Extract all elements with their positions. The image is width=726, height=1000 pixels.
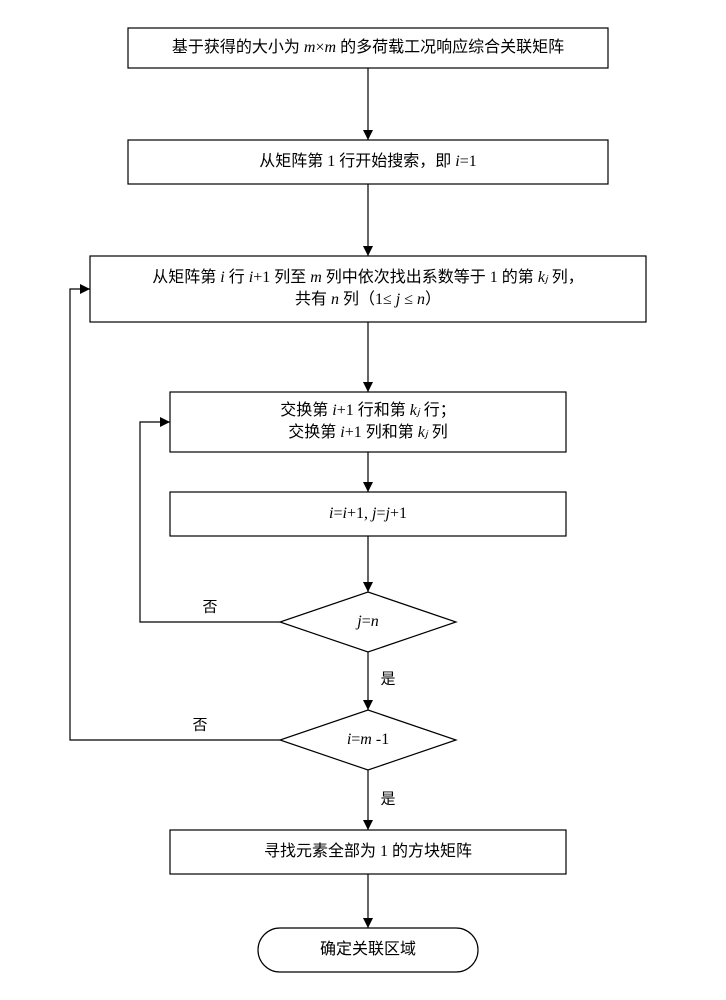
svg-text:寻找元素全部为 1 的方块矩阵: 寻找元素全部为 1 的方块矩阵 xyxy=(264,842,472,860)
svg-text:i=m -1: i=m -1 xyxy=(347,731,389,748)
svg-text:i=i+1, j=j+1: i=i+1, j=j+1 xyxy=(329,505,407,522)
flowchart: 是是否否基于获得的大小为 m×m 的多荷载工况响应综合关联矩阵从矩阵第 1 行开… xyxy=(0,0,726,1000)
svg-text:j=n: j=n xyxy=(355,613,378,630)
svg-text:共有 n 列（1≤ j ≤ n）: 共有 n 列（1≤ j ≤ n） xyxy=(295,290,441,308)
svg-text:确定关联区域: 确定关联区域 xyxy=(320,940,416,958)
svg-text:从矩阵第 i 行 i+1 列至 m 列中依次找出系数等于 1: 从矩阵第 i 行 i+1 列至 m 列中依次找出系数等于 1 的第 kⱼ 列， xyxy=(152,268,583,286)
svg-text:否: 否 xyxy=(192,717,207,733)
svg-text:是: 是 xyxy=(380,671,395,687)
svg-text:基于获得的大小为 m×m 的多荷载工况响应综合关联矩阵: 基于获得的大小为 m×m 的多荷载工况响应综合关联矩阵 xyxy=(172,37,564,56)
svg-text:从矩阵第 1 行开始搜索，即 i=1: 从矩阵第 1 行开始搜索，即 i=1 xyxy=(259,152,477,170)
process-n3 xyxy=(90,256,646,322)
svg-text:否: 否 xyxy=(202,599,217,615)
svg-text:交换第 i+1 列和第 kⱼ 列: 交换第 i+1 列和第 kⱼ 列 xyxy=(288,423,447,441)
svg-text:交换第 i+1 行和第 kⱼ 行；: 交换第 i+1 行和第 kⱼ 行； xyxy=(280,401,455,419)
svg-text:是: 是 xyxy=(380,791,395,807)
